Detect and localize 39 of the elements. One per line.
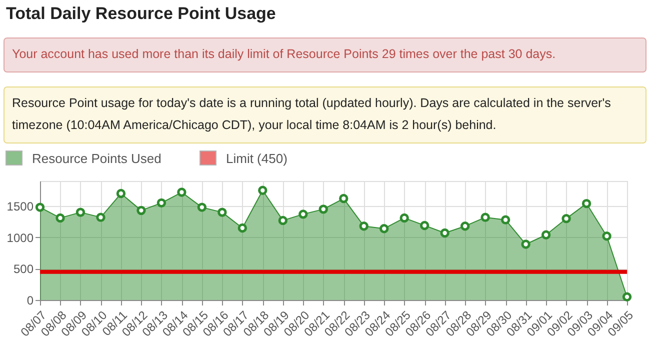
point [400, 213, 409, 223]
point [500, 215, 510, 224]
point [318, 204, 328, 214]
point [339, 194, 348, 204]
y-tick-label: 500 [13, 262, 34, 276]
y-tick-label: 1000 [6, 230, 34, 245]
y-tick-label: 0 [26, 294, 34, 308]
point [35, 202, 45, 212]
point [480, 212, 490, 222]
point [136, 206, 146, 216]
point [197, 202, 207, 212]
point [298, 210, 308, 219]
point [177, 188, 186, 197]
point [359, 221, 368, 231]
point [278, 216, 288, 226]
text: Resource Point usage for today's date is a running total (updated hourly). Days are calculated in the server's timezone (10:04AM America/Chicago CDT), your local time 8:04AM is 2 hour(s) behind. [12, 96, 611, 132]
point [76, 208, 86, 217]
point [258, 186, 268, 195]
point [218, 208, 227, 217]
point [460, 221, 470, 231]
chart-title: Total Daily Resource Point Usage [6, 4, 276, 23]
point [602, 232, 612, 241]
point [440, 228, 450, 238]
point [116, 188, 126, 198]
point [541, 230, 551, 240]
point [622, 292, 632, 302]
point [521, 240, 530, 249]
point [238, 223, 248, 233]
legend-label: Limit (450) [226, 151, 288, 166]
legend-label: Resource Points Used [32, 151, 162, 166]
point [582, 198, 592, 208]
y-tick-label: 1500 [6, 200, 34, 214]
point [96, 212, 106, 222]
point [562, 214, 571, 224]
point [420, 220, 430, 230]
point [380, 224, 389, 234]
text: Your account has used more than its daily limit of Resource Points 29 times over the past 30 days. [12, 47, 556, 61]
point [156, 198, 166, 208]
point [56, 213, 65, 223]
